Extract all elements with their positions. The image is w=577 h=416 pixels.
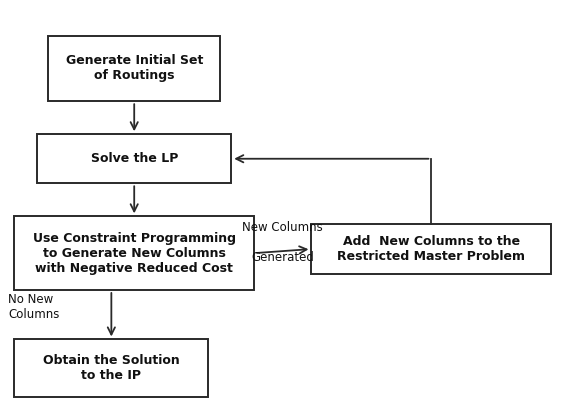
FancyBboxPatch shape — [14, 216, 254, 290]
Text: Generate Initial Set
of Routings: Generate Initial Set of Routings — [66, 54, 203, 82]
FancyBboxPatch shape — [48, 36, 220, 101]
FancyBboxPatch shape — [312, 224, 552, 274]
FancyBboxPatch shape — [14, 339, 208, 397]
Text: New Columns

Generated: New Columns Generated — [242, 221, 323, 265]
Text: Solve the LP: Solve the LP — [91, 152, 178, 165]
Text: Use Constraint Programming
to Generate New Columns
with Negative Reduced Cost: Use Constraint Programming to Generate N… — [33, 232, 236, 275]
Text: Obtain the Solution
to the IP: Obtain the Solution to the IP — [43, 354, 179, 382]
Text: No New
Columns: No New Columns — [9, 292, 60, 320]
Text: Add  New Columns to the
Restricted Master Problem: Add New Columns to the Restricted Master… — [338, 235, 526, 263]
FancyBboxPatch shape — [37, 134, 231, 183]
